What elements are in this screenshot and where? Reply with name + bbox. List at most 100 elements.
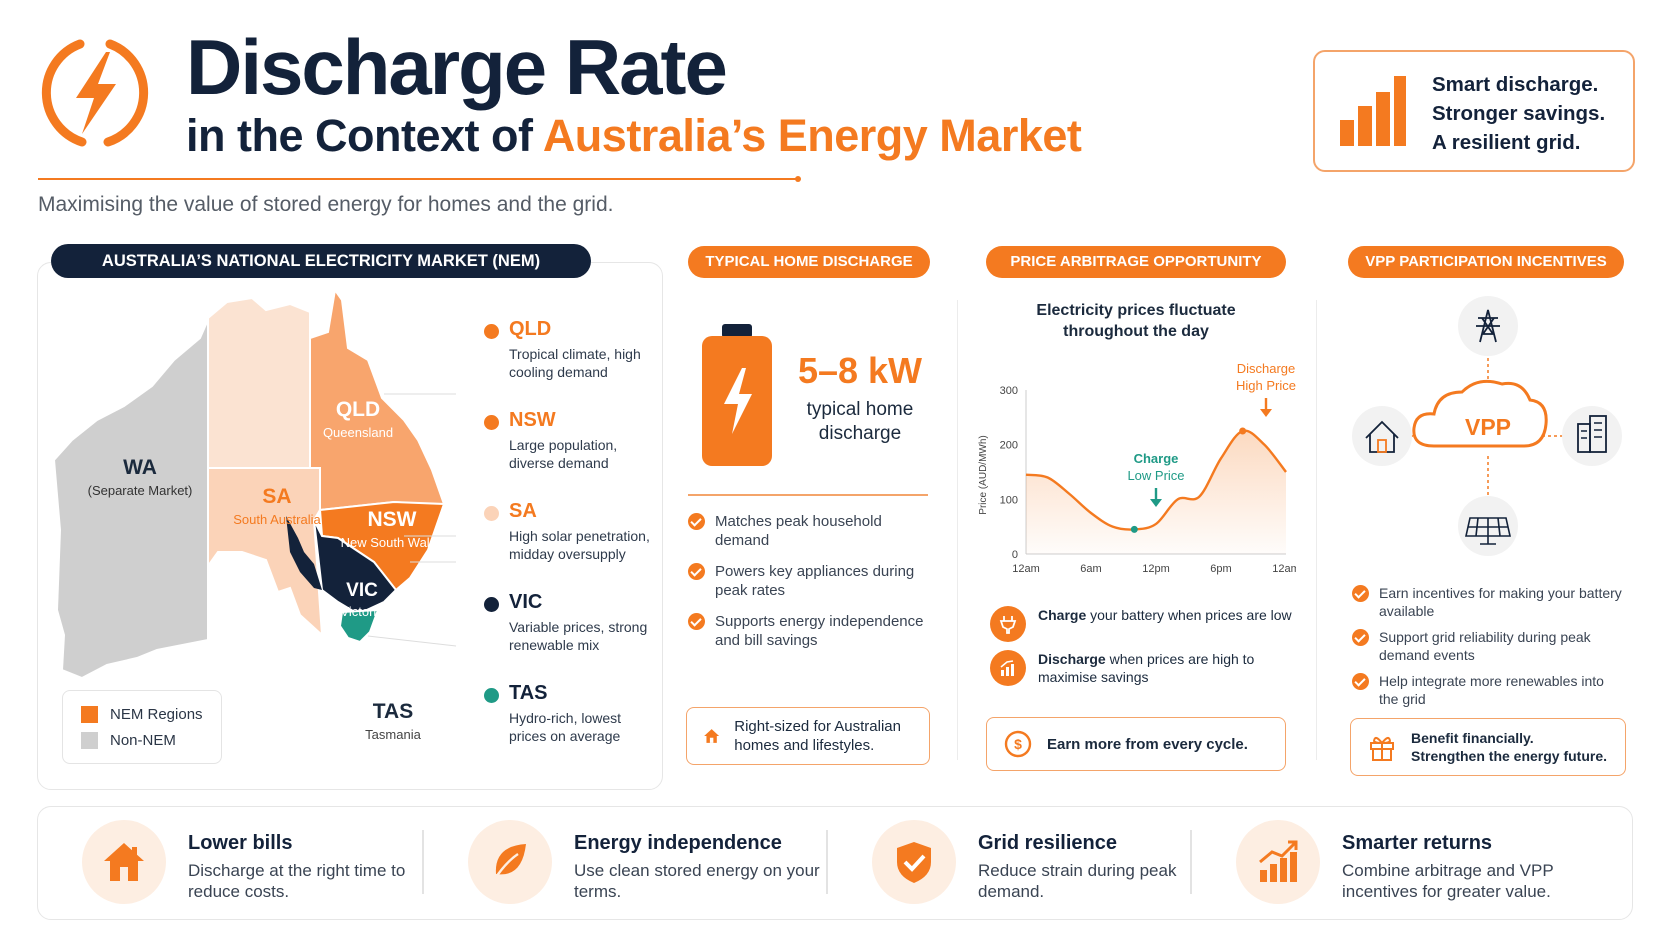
list-item: Powers key appliances during peak rates (688, 562, 928, 600)
legend-swatch (81, 705, 98, 723)
map-nt (207, 296, 311, 469)
region-dot (484, 688, 499, 703)
down-arrow-icon (1260, 398, 1272, 417)
home-callout: Right-sized for Australian homes and lif… (686, 707, 930, 765)
home-divider (688, 494, 928, 496)
region-sa: SA High solar penetration, midday oversup… (484, 500, 656, 591)
discharge-annotation: Discharge High Price (1236, 361, 1296, 393)
y-tick-label: 300 (1000, 385, 1018, 397)
y-tick-label: 0 (1012, 549, 1018, 561)
price-chart: Price (AUD/MWh) 0 100 200 300 12am 6am 12pm 6p… (978, 385, 1296, 575)
battery-icon (702, 324, 772, 466)
region-dot (484, 597, 499, 612)
home-icon (704, 729, 720, 743)
vpp-points: Earn incentives for making your battery … (1352, 584, 1627, 716)
check-icon (688, 563, 705, 580)
smart-discharge-text: Smart discharge. Stronger savings. A res… (1432, 73, 1606, 154)
x-tick-label: 12am (1012, 563, 1040, 575)
check-icon (1352, 629, 1369, 646)
divider (1190, 830, 1192, 894)
legend-nem: NEM Regions (81, 701, 221, 727)
benefit-energy-independence: Energy independence Use clean stored ener… (468, 820, 828, 904)
list-item: Matches peak household demand (688, 512, 928, 550)
bar-chart-icon (1340, 76, 1406, 146)
y-tick-label: 200 (1000, 440, 1018, 452)
plug-icon (990, 606, 1026, 642)
vpp-diagram (1352, 296, 1622, 556)
map-legend: NEM Regions Non-NEM (62, 690, 222, 764)
gift-icon (1370, 737, 1394, 761)
discharge-note: Discharge when prices are high to maximi… (990, 650, 1300, 686)
map-label-nsw: NSW New South Wales (340, 508, 444, 550)
benefit-lower-bills: Lower bills Discharge at the right time t… (82, 820, 412, 904)
y-tick-label: 100 (1000, 494, 1018, 506)
region-dot (484, 324, 499, 339)
smart-discharge-box (1313, 50, 1635, 172)
dollar-coin-icon: $ (1004, 730, 1032, 758)
divider (422, 830, 424, 894)
benefits-bar (37, 806, 1633, 920)
title-underline (38, 176, 801, 182)
map-vic (313, 519, 398, 616)
map-label-vic: VIC Victoria (340, 580, 384, 619)
region-list: QLD Tropical climate, high cooling demand… (484, 318, 656, 773)
map-label-sa: SA South Australia (233, 485, 321, 527)
down-arrow-icon (1150, 488, 1162, 507)
column-divider (957, 300, 958, 760)
price-area (1026, 430, 1286, 554)
chart-title: Electricity prices fluctuate throughout t… (1036, 302, 1236, 340)
region-dot (484, 506, 499, 521)
chart-ylabel: Price (AUD/MWh) (978, 435, 989, 514)
growth-chart-icon (1236, 820, 1320, 904)
divider (826, 830, 828, 894)
check-icon (1352, 585, 1369, 602)
charge-point (1130, 525, 1138, 533)
region-vic: VIC Variable prices, strong renewable mix (484, 591, 656, 682)
office-building-icon (1562, 406, 1622, 466)
charge-annotation: Charge Low Price (1127, 451, 1185, 483)
home-discharge-value: 5–8 kW (797, 350, 923, 391)
list-item: Help integrate more renewables into the … (1352, 672, 1627, 708)
check-icon (688, 513, 705, 530)
svg-text:$: $ (1014, 736, 1022, 752)
vpp-center-label: VPP (1464, 414, 1512, 440)
house-icon (82, 820, 166, 904)
home-points: Matches peak household demand Powers key… (688, 512, 928, 662)
house-icon (1352, 406, 1412, 466)
list-item: Earn incentives for making your battery … (1352, 584, 1627, 620)
check-icon (1352, 673, 1369, 690)
map-tas (338, 608, 380, 644)
x-tick-label: 12pm (1142, 563, 1170, 575)
benefit-smarter-returns: Smarter returns Combine arbitrage and VPP… (1236, 820, 1626, 904)
x-tick-label: 12am (1272, 563, 1296, 575)
vpp-callout: Benefit financially. Strengthen the energ… (1350, 718, 1626, 776)
map-wa (52, 318, 225, 680)
check-icon (688, 613, 705, 630)
cloud-icon (1412, 379, 1548, 448)
map-label-wa: WA (Separate Market) (87, 456, 193, 498)
x-tick-label: 6am (1080, 563, 1101, 575)
page-title: Discharge Rate (186, 23, 728, 111)
home-discharge-label: typical home discharge (806, 399, 914, 444)
nem-heading: AUSTRALIA’S NATIONAL ELECTRICITY MARKET … (51, 244, 591, 278)
region-qld: QLD Tropical climate, high cooling demand (484, 318, 656, 409)
benefit-grid-resilience: Grid resilience Reduce strain during peak… (872, 820, 1202, 904)
region-dot (484, 415, 499, 430)
list-item: Supports energy independence and bill sa… (688, 612, 928, 650)
x-tick-label: 6pm (1210, 563, 1231, 575)
arbitrage-heading: PRICE ARBITRAGE OPPORTUNITY (986, 246, 1286, 278)
map-label-tas: TAS Tasmania (365, 700, 421, 742)
discharge-point (1239, 427, 1247, 435)
arbitrage-callout: $ Earn more from every cycle. (986, 717, 1286, 771)
lightning-logo-icon (41, 39, 149, 147)
column-divider (1316, 300, 1317, 760)
vpp-heading: VPP PARTICIPATION INCENTIVES (1348, 246, 1624, 278)
solar-panel-icon (1458, 496, 1518, 556)
legend-non-nem: Non-NEM (81, 727, 221, 753)
legend-swatch (81, 731, 98, 749)
home-heading: TYPICAL HOME DISCHARGE (688, 246, 930, 278)
leaf-icon (468, 820, 552, 904)
australia-map (52, 290, 457, 680)
list-item: Support grid reliability during peak dem… (1352, 628, 1627, 664)
growth-chart-icon (990, 650, 1026, 686)
